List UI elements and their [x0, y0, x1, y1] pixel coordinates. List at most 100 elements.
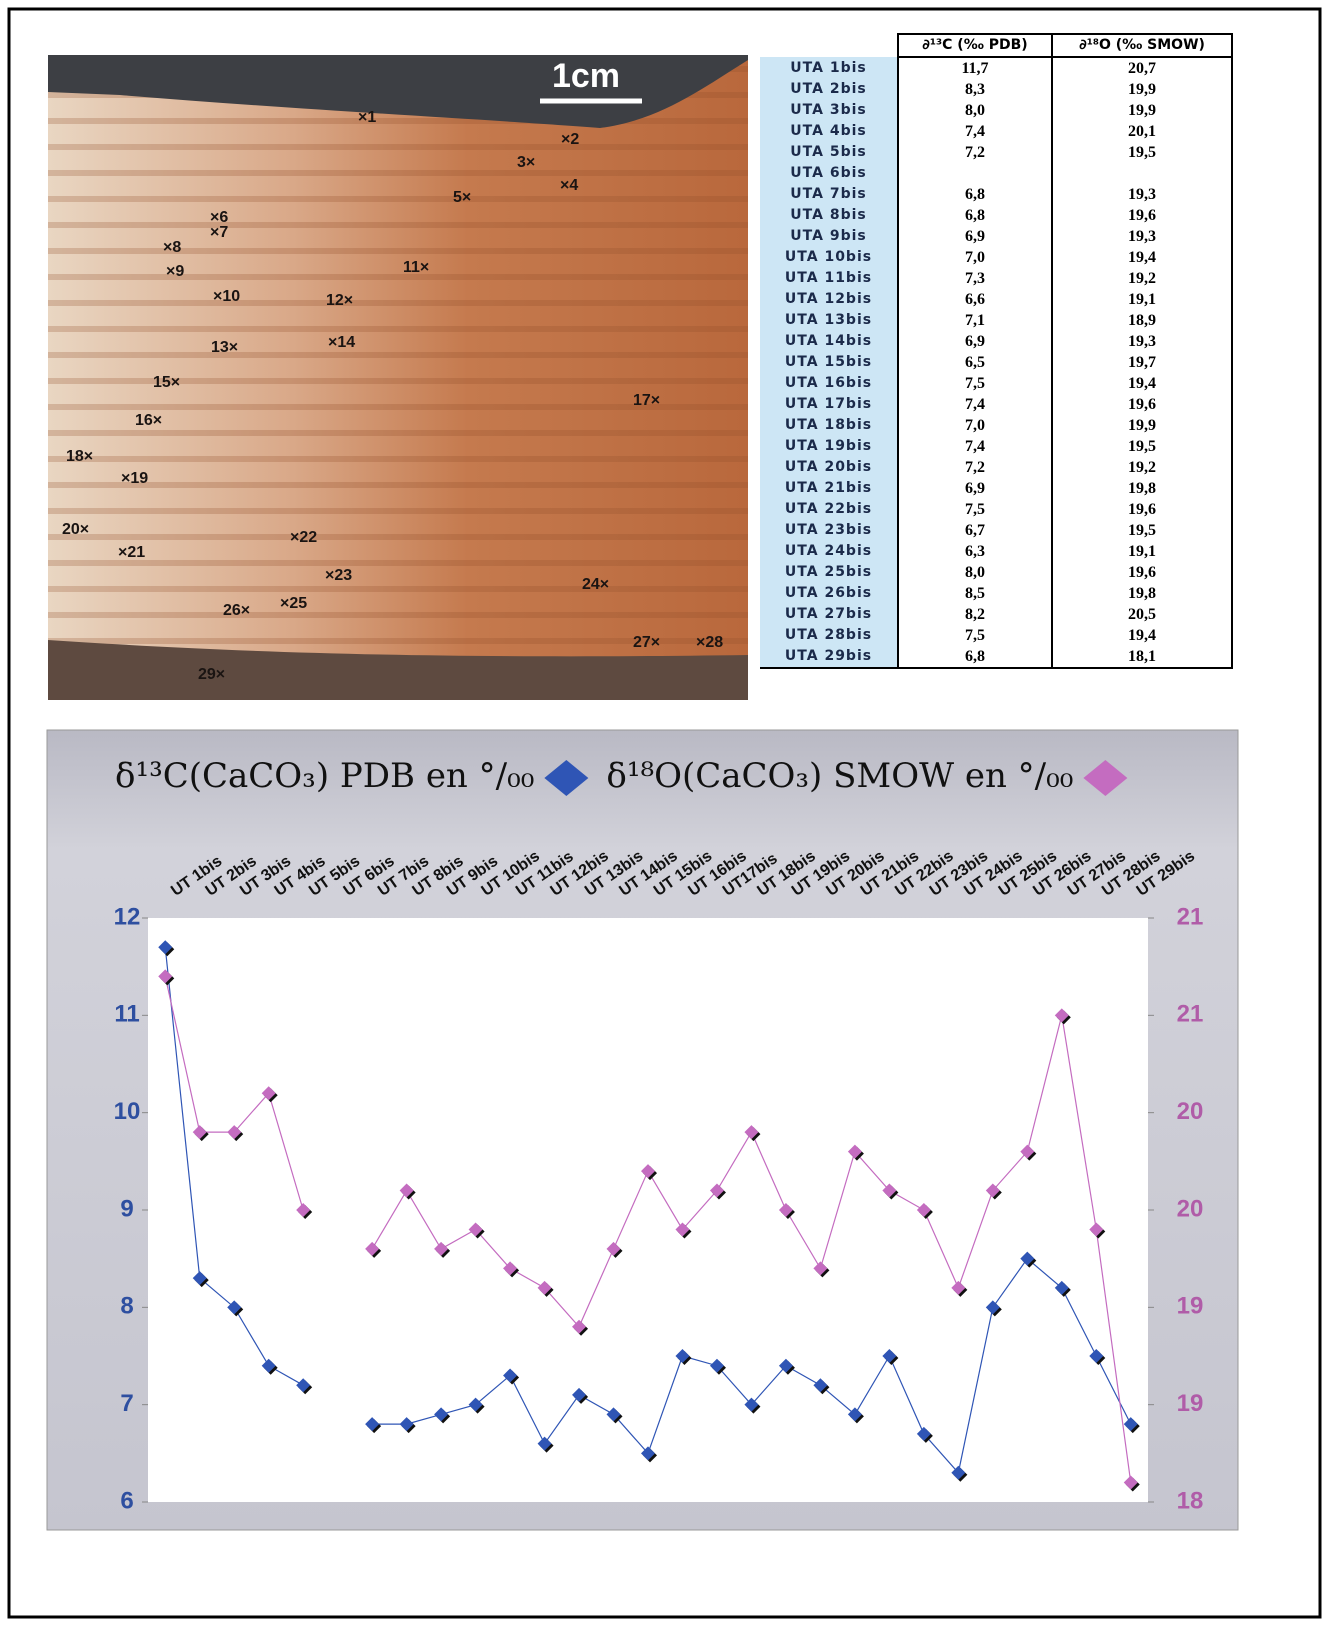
marker — [503, 1368, 518, 1383]
table-row: UTA 11bis 7,3 19,2 — [760, 268, 1233, 289]
table-cell: 6,9 — [898, 226, 1053, 247]
marker — [813, 1378, 828, 1393]
table-row: UTA 28bis 7,5 19,4 — [760, 625, 1233, 646]
marker — [537, 1436, 552, 1451]
table-row: UTA 7bis 6,8 19,3 — [760, 184, 1233, 205]
table-cell: 8,0 — [898, 562, 1053, 583]
marker — [951, 1465, 966, 1480]
marker — [434, 1407, 449, 1422]
marker — [261, 1358, 276, 1373]
row-label: UTA 7bis — [760, 184, 899, 205]
row-label: UTA 18bis — [760, 415, 899, 436]
point-label: ×25 — [280, 595, 307, 612]
marker — [813, 1261, 828, 1276]
point-label: ×1 — [358, 109, 376, 126]
table-row: UTA 12bis 6,6 19,1 — [760, 289, 1233, 310]
row-label: UTA 20bis — [760, 457, 899, 478]
table-cell: 19,9 — [1052, 100, 1233, 121]
marker — [985, 1183, 1000, 1198]
table-row: UTA 25bis 8,0 19,6 — [760, 562, 1233, 583]
marker — [606, 1241, 621, 1256]
table-cell: 7,4 — [898, 436, 1053, 457]
table-row: UTA 15bis 6,5 19,7 — [760, 352, 1233, 373]
table-cell: 19,5 — [1052, 436, 1233, 457]
point-label: ×7 — [210, 224, 228, 241]
marker — [641, 1446, 655, 1461]
legend-label: δ¹³C(CaCO₃) PDB en °/₀₀ — [115, 756, 534, 796]
marker — [1054, 1008, 1069, 1023]
marker — [296, 1378, 311, 1393]
marker — [1020, 1251, 1035, 1266]
marker — [158, 969, 173, 984]
table-cell: 19,3 — [1052, 184, 1233, 205]
table-cell: 6,9 — [898, 478, 1053, 499]
point-label: 5× — [453, 189, 471, 206]
table-cell: 7,5 — [898, 499, 1053, 520]
isotope-table: ∂¹³C (‰ PDB) ∂¹⁸O (‰ SMOW) UTA 1bis 11,7 2… — [760, 33, 1233, 669]
row-label: UTA 13bis — [760, 310, 899, 331]
table-cell: 8,5 — [898, 583, 1053, 604]
table-row: UTA 24bis 6,3 19,1 — [760, 541, 1233, 562]
point-label: 18× — [66, 448, 93, 465]
column-header: ∂¹⁸O (‰ SMOW) — [1051, 33, 1233, 58]
point-label: 17× — [633, 392, 660, 409]
y-tick-label: 12 — [114, 903, 141, 930]
table-cell: 7,4 — [898, 121, 1053, 142]
point-label: ×2 — [561, 131, 579, 148]
row-label: UTA 10bis — [760, 247, 899, 268]
legend-marker — [544, 760, 589, 796]
table-cell: 6,6 — [898, 289, 1053, 310]
row-label: UTA 15bis — [760, 352, 899, 373]
row-label: UTA 6bis — [760, 163, 899, 184]
table-row: UTA 5bis 7,2 19,5 — [760, 142, 1233, 163]
row-label: UTA 1bis — [760, 57, 899, 79]
outer-border — [7, 7, 1322, 1619]
point-label: ×28 — [696, 634, 723, 651]
marker — [675, 1222, 690, 1237]
table-cell: 6,5 — [898, 352, 1053, 373]
marker — [365, 1241, 380, 1256]
point-label: 12× — [326, 292, 353, 309]
table-cell: 6,8 — [898, 646, 1053, 669]
row-label: UTA 16bis — [760, 373, 899, 394]
table-cell: 19,3 — [1052, 226, 1233, 247]
table-cell: 6,3 — [898, 541, 1053, 562]
point-label: 27× — [633, 634, 660, 651]
point-label: 20× — [62, 521, 89, 538]
marker — [192, 1271, 207, 1286]
table-cell: 19,4 — [1052, 247, 1233, 268]
scale-label: 1cm — [552, 57, 620, 95]
marker — [675, 1349, 690, 1363]
marker — [434, 1241, 449, 1256]
marker — [641, 1164, 655, 1179]
legend-label: δ¹⁸O(CaCO₃) SMOW en °/₀₀ — [606, 756, 1073, 796]
table-cell: 7,4 — [898, 394, 1053, 415]
table-row: UTA 23bis 6,7 19,5 — [760, 520, 1233, 541]
marker — [572, 1319, 587, 1334]
marker — [261, 1086, 276, 1101]
y-tick-label: 9 — [120, 1195, 133, 1222]
table-row: UTA 2bis 8,3 19,9 — [760, 79, 1233, 100]
table-row: UTA 8bis 6,8 19,6 — [760, 205, 1233, 226]
y-tick-label: 7 — [120, 1390, 133, 1417]
marker — [227, 1125, 242, 1140]
row-label: UTA 11bis — [760, 268, 899, 289]
point-label: 24× — [582, 576, 609, 593]
y-tick-label: 6 — [120, 1487, 133, 1514]
row-label: UTA 5bis — [760, 142, 899, 163]
marker — [537, 1280, 552, 1295]
table-cell: 20,5 — [1052, 604, 1233, 625]
table-cell: 19,6 — [1052, 499, 1233, 520]
table-row: UTA 29bis 6,8 18,1 — [760, 646, 1233, 669]
table-row: UTA 20bis 7,2 19,2 — [760, 457, 1233, 478]
point-label: 13× — [211, 339, 238, 356]
table-cell: 7,2 — [898, 142, 1053, 163]
y2-tick-label: 21 — [1177, 1001, 1204, 1028]
marker — [399, 1417, 414, 1432]
row-label: UTA 8bis — [760, 205, 899, 226]
row-label: UTA 29bis — [760, 646, 899, 669]
marker — [606, 1407, 621, 1422]
row-label: UTA 25bis — [760, 562, 899, 583]
y2-tick-label: 21 — [1177, 903, 1204, 930]
